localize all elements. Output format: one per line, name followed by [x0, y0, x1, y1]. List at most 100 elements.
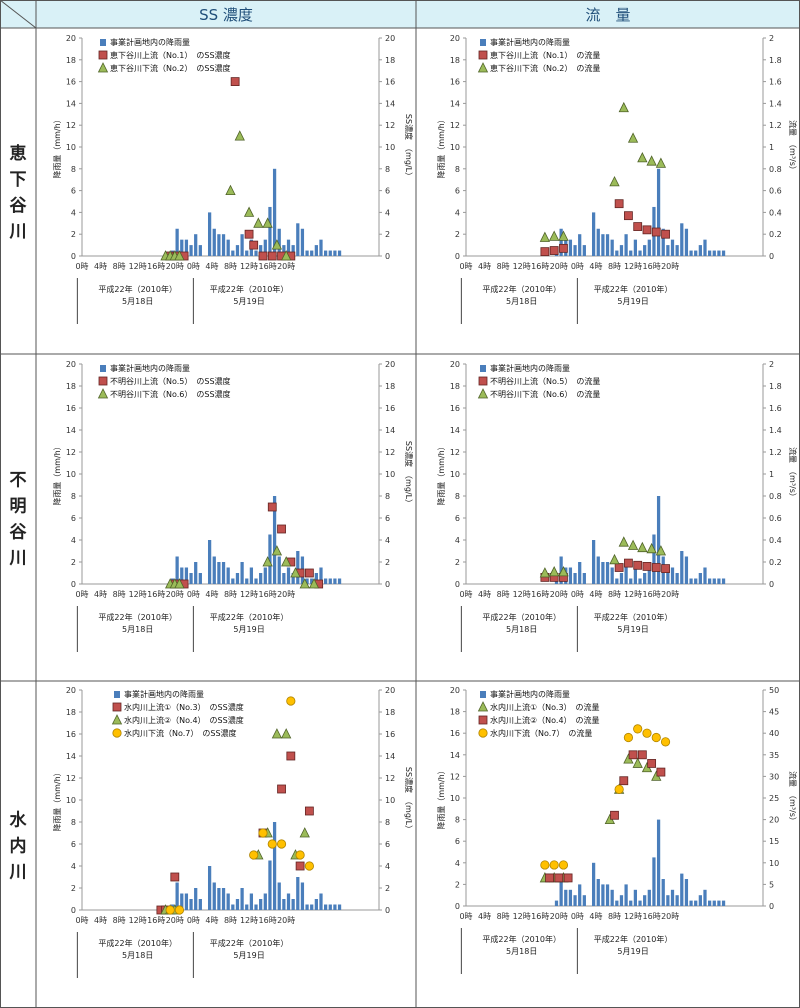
y-tick-label-left: 16: [66, 404, 76, 413]
x-tick-label: 8時: [113, 916, 126, 925]
x-tick-label: 20時: [550, 912, 568, 921]
legend-label-series: 水内川上流①（No.3） のSS濃度: [124, 702, 244, 712]
y-tick-label-left: 0: [455, 902, 460, 911]
rain-bar: [212, 228, 216, 256]
rain-bar: [217, 562, 221, 584]
rain-bar: [694, 578, 698, 584]
rain-bar: [300, 882, 305, 910]
y-tick-label-left: 8: [455, 816, 460, 825]
y-tick-label-left: 10: [450, 470, 460, 479]
date-value-day1: 5月18日: [506, 625, 537, 634]
rain-bar: [633, 889, 638, 906]
rain-bar: [324, 578, 328, 584]
data-point-triangle: [281, 250, 292, 261]
rain-bar: [263, 567, 267, 584]
data-point-square: [295, 861, 305, 871]
rain-bar: [601, 562, 605, 584]
chart-r1-ss: 0 2 4 6 8 10 12 14 16 18 20 0 2 4 6 8 10 12 14 16 18 20 降雨量（mm…: [52, 34, 414, 324]
rain-bar: [189, 899, 193, 910]
y-tick-label-right: 0: [385, 252, 390, 261]
rain-bar: [217, 234, 221, 256]
rain-bar: [235, 573, 240, 584]
y-tick-label-right: 30: [769, 772, 779, 781]
x-tick-label: 16時: [259, 262, 277, 271]
y-tick-label-right: 14: [385, 99, 395, 108]
rain-bar: [333, 250, 337, 256]
x-tick-label: 8時: [497, 912, 510, 921]
y-tick-label-left: 14: [66, 99, 76, 108]
y-tick-label-right: 4: [385, 536, 390, 545]
rain-bar: [226, 567, 230, 584]
rain-bar: [319, 567, 323, 584]
rain-bar: [638, 900, 642, 906]
rain-bar: [610, 239, 614, 256]
x-tick-label: 20時: [277, 590, 295, 599]
data-point-triangle: [549, 566, 560, 577]
rain-bar: [296, 877, 300, 910]
data-point-square: [304, 806, 314, 816]
rain-bar: [254, 578, 258, 584]
data-point-triangle: [632, 757, 643, 768]
y-tick-label-left: 8: [71, 492, 76, 501]
date-label-day1: 平成22年（2010年）: [98, 612, 177, 622]
rain-bar: [689, 900, 693, 906]
y-tick-label-right: 1.4: [769, 426, 782, 435]
x-tick-label: 4時: [589, 590, 602, 599]
y-tick-label-left: 8: [455, 165, 460, 174]
y-axis-title-left: 降雨量（mm/h）: [436, 766, 446, 829]
rain-bar: [578, 234, 582, 256]
rain-bar: [643, 895, 647, 906]
y-tick-label-right: 20: [385, 686, 395, 695]
data-point-square: [610, 810, 619, 820]
rain-bar: [661, 228, 665, 256]
rain-bar: [207, 540, 212, 584]
data-point-square: [277, 784, 286, 794]
rain-bar: [568, 567, 573, 584]
rain-bar: [212, 882, 216, 910]
rain-bar: [277, 228, 281, 256]
y-axis-title-left: 降雨量（mm/h）: [52, 768, 62, 831]
rain-bar: [675, 245, 679, 256]
y-tick-label-right: 16: [385, 730, 395, 739]
data-point-circle: [540, 860, 550, 870]
rain-bar: [591, 862, 596, 906]
x-tick-label: 0時: [187, 262, 200, 271]
legend-label-series: 不明谷川上流（No.5） のSS濃度: [110, 376, 231, 386]
rain-bar: [684, 556, 689, 584]
rain-bar: [605, 562, 610, 584]
rain-bar: [337, 904, 342, 910]
x-tick-label: 0時: [75, 590, 88, 599]
date-value-day2: 5月19日: [233, 951, 264, 960]
rain-bar: [272, 822, 277, 910]
data-point-triangle: [558, 566, 569, 577]
data-point-circle: [295, 850, 305, 860]
data-point-triangle: [174, 250, 185, 261]
x-tick-label: 4時: [205, 262, 218, 271]
y-tick-label-right: 20: [769, 816, 779, 825]
rain-bar: [694, 900, 698, 906]
data-point-triangle: [174, 578, 185, 589]
y-tick-label-right: 14: [385, 426, 395, 435]
x-tick-label: 4時: [94, 262, 107, 271]
y-tick-label-left: 12: [450, 772, 460, 781]
rain-bar: [286, 239, 291, 256]
date-label-day1: 平成22年（2010年）: [482, 284, 561, 294]
x-tick-label: 16時: [643, 590, 661, 599]
rain-bar: [559, 556, 563, 584]
rain-bar: [554, 900, 559, 906]
rain-bar: [175, 556, 179, 584]
x-tick-label: 8時: [497, 590, 510, 599]
rain-bar: [333, 904, 337, 910]
rain-bar: [245, 904, 249, 910]
header-band: [0, 0, 800, 28]
rain-bar: [175, 882, 179, 910]
data-point-triangle: [299, 578, 310, 589]
rain-bar: [310, 578, 314, 584]
y-tick-label-left: 18: [66, 708, 76, 717]
y-tick-label-right: 8: [385, 492, 390, 501]
y-tick-label-left: 6: [71, 514, 76, 523]
rain-bar: [573, 245, 577, 256]
rain-bar: [337, 250, 342, 256]
y-tick-label-right: 1: [769, 470, 774, 479]
